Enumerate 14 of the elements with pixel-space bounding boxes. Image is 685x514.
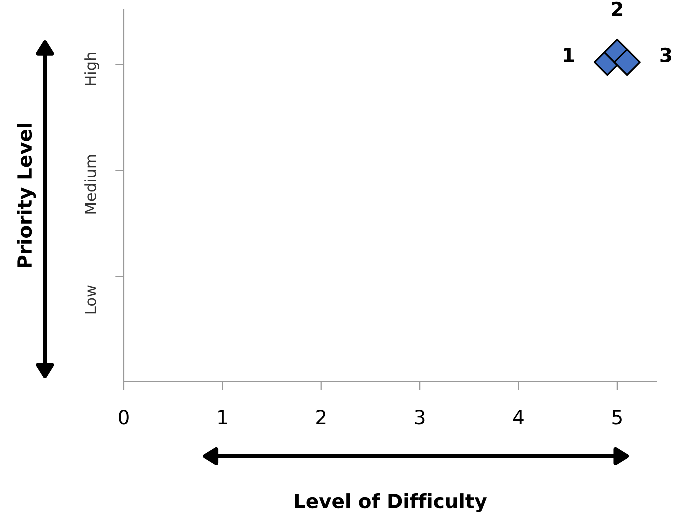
text: Low xyxy=(85,286,96,314)
text: Medium xyxy=(84,155,96,214)
text: High xyxy=(84,53,100,86)
annotation: 1 xyxy=(564,48,574,62)
annotation: 3 xyxy=(660,48,672,63)
x-tick-label: 4 xyxy=(514,410,524,424)
x-tick-label: 5 xyxy=(612,410,622,425)
x-axis-title: Level of Difficulty xyxy=(295,494,488,513)
x-tick-label: 0 xyxy=(119,410,129,425)
x-tick-label: 1 xyxy=(218,410,228,424)
x-tick-label: 3 xyxy=(415,410,425,425)
annotation: 2 xyxy=(612,2,623,16)
x-tick-label: 2 xyxy=(316,410,326,424)
y-axis-title: Priority Level xyxy=(17,124,36,268)
